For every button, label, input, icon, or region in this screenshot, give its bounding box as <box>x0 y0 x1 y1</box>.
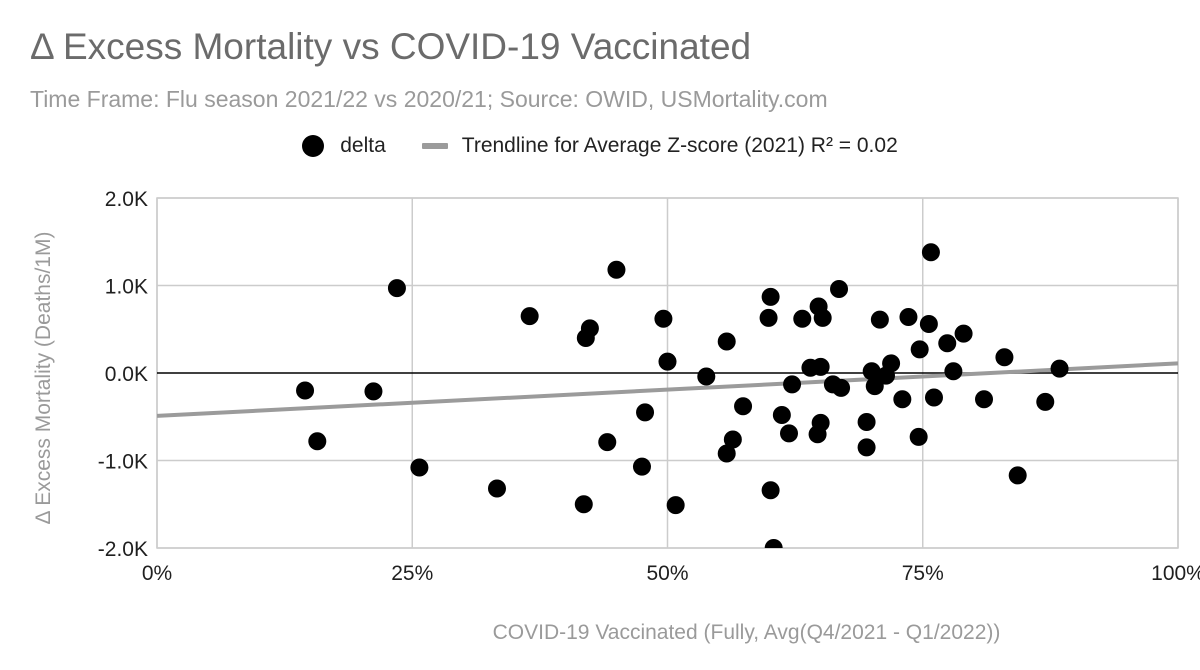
data-point <box>857 413 876 431</box>
data-point <box>717 332 736 351</box>
y-tick-label: 0.0K <box>105 363 148 386</box>
data-point <box>1008 466 1027 485</box>
data-point <box>995 348 1014 367</box>
data-point <box>1050 359 1069 378</box>
data-point <box>899 308 918 326</box>
data-point <box>598 433 617 452</box>
data-point <box>793 309 812 328</box>
data-point <box>919 315 938 333</box>
data-point <box>487 479 506 498</box>
data-point <box>308 432 327 451</box>
data-point <box>697 367 716 386</box>
data-point <box>954 324 973 343</box>
data-point <box>761 481 780 500</box>
data-point <box>654 309 673 328</box>
x-tick-label: 50% <box>646 562 688 585</box>
data-point <box>387 279 406 298</box>
data-point <box>975 390 994 409</box>
data-point <box>296 381 315 400</box>
y-tick-label: -1.0K <box>98 451 148 474</box>
data-point <box>938 334 957 353</box>
data-point <box>924 388 943 407</box>
data-point <box>607 260 626 279</box>
data-point <box>811 413 830 432</box>
legend-marker-dot <box>302 135 325 157</box>
data-point <box>865 377 884 396</box>
chart-title: Δ Excess Mortality vs COVID-19 Vaccinate… <box>30 26 752 67</box>
data-point <box>410 458 429 477</box>
data-point <box>893 390 912 409</box>
data-point <box>909 427 928 446</box>
data-point <box>813 308 832 327</box>
legend-label-delta: delta <box>340 134 386 157</box>
legend-item-trendline: Trendline for Average Z-score (2021) R² … <box>421 134 898 158</box>
chart-subtitle: Time Frame: Flu season 2021/22 vs 2020/2… <box>30 86 828 112</box>
chart-legend: delta Trendline for Average Z-score (202… <box>0 134 1200 158</box>
data-point <box>882 354 901 373</box>
data-point <box>1036 392 1055 411</box>
data-point <box>636 403 655 422</box>
data-point <box>811 357 830 376</box>
x-axis-title: COVID-19 Vaccinated (Fully, Avg(Q4/2021 … <box>493 621 1001 644</box>
y-axis-title: Δ Excess Mortality (Deaths/1M) <box>32 232 55 525</box>
x-tick-label: 100% <box>1151 562 1200 585</box>
y-tick-label: 2.0K <box>105 188 148 211</box>
y-tick-label: -2.0K <box>98 538 148 561</box>
data-point <box>580 319 599 338</box>
data-point <box>734 397 753 416</box>
data-point <box>666 496 685 515</box>
trendline <box>157 361 1178 418</box>
legend-marker-line <box>421 143 448 149</box>
data-point <box>723 430 742 449</box>
data-point <box>870 310 889 329</box>
data-point <box>632 457 651 476</box>
data-point <box>779 424 798 443</box>
data-point <box>921 243 940 262</box>
data-point <box>717 444 736 463</box>
data-point <box>364 382 383 401</box>
data-point <box>830 280 849 298</box>
legend-label-trendline: Trendline for Average Z-score (2021) R² … <box>461 134 898 157</box>
data-point <box>910 340 929 359</box>
data-point <box>574 495 593 514</box>
data-point <box>761 287 780 306</box>
data-point <box>862 362 881 381</box>
y-tick-label: 1.0K <box>105 276 148 299</box>
data-point <box>857 438 876 457</box>
legend-item-delta: delta <box>302 134 386 158</box>
data-point <box>783 375 802 394</box>
x-tick-label: 25% <box>391 562 433 585</box>
data-point <box>944 362 963 381</box>
x-tick-label: 75% <box>902 562 944 585</box>
data-point <box>658 352 677 371</box>
data-point <box>520 307 539 326</box>
data-point <box>764 539 783 548</box>
data-point <box>759 308 778 327</box>
data-point <box>772 406 791 424</box>
x-tick-label: 0% <box>142 562 172 585</box>
data-point <box>832 378 851 397</box>
